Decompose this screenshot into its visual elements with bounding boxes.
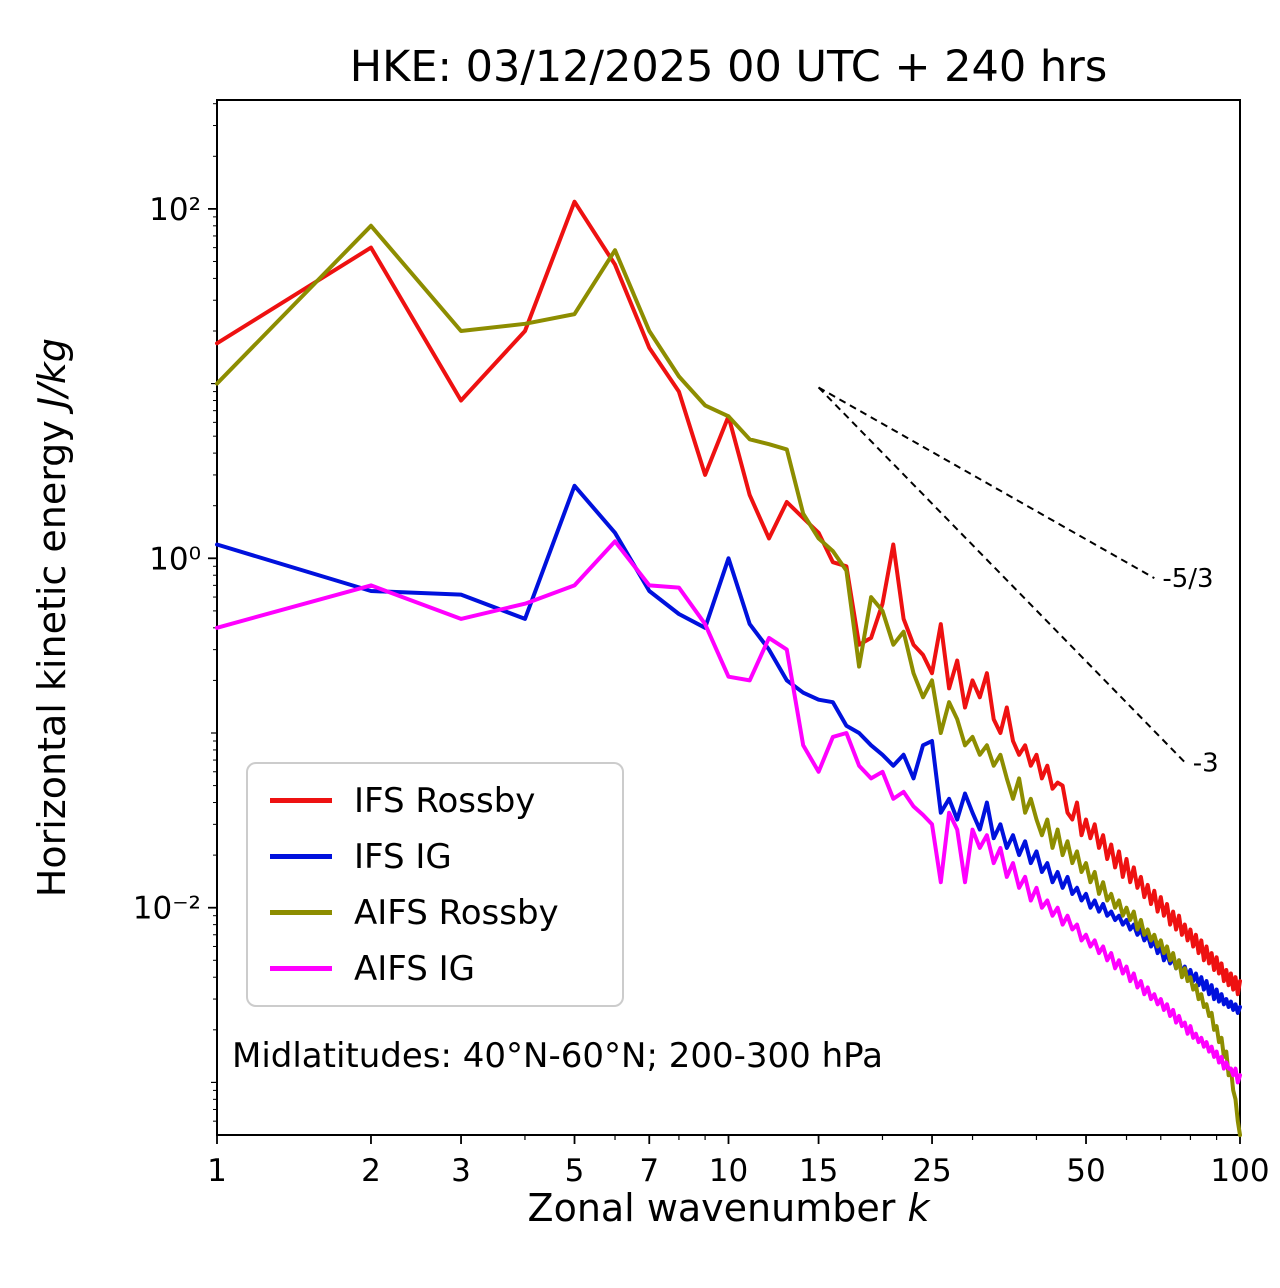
x-tick-label: 3 <box>451 1153 471 1189</box>
legend-item: AIFS IG <box>270 948 600 989</box>
reference-line <box>818 386 1155 579</box>
chart-title: HKE: 03/12/2025 00 UTC + 240 hrs <box>349 42 1108 92</box>
x-tick-label: 5 <box>565 1153 585 1189</box>
legend-label: IFS IG <box>354 836 452 877</box>
legend-line-swatch <box>270 854 332 859</box>
reference-line-label: -3 <box>1193 748 1219 778</box>
legend-line-swatch <box>270 966 332 971</box>
x-axis-label-math: k <box>907 1186 930 1230</box>
x-axis-label-text: Zonal wavenumber <box>527 1186 908 1230</box>
series-ifs-ig <box>215 483 1242 1015</box>
y-tick-label: 10⁻² <box>133 891 201 927</box>
legend-label: IFS Rossby <box>354 780 536 821</box>
y-tick-label: 10² <box>149 192 201 228</box>
legend-line-swatch <box>270 798 332 803</box>
series-aifs-rossby <box>215 223 1242 1137</box>
legend-line-swatch <box>270 910 332 915</box>
reference-line-label: -5/3 <box>1162 564 1213 594</box>
x-tick-label: 50 <box>1066 1153 1105 1189</box>
x-tick-label: 25 <box>912 1153 951 1189</box>
x-tick-label: 10 <box>709 1153 748 1189</box>
annotation: Midlatitudes: 40°N-60°N; 200-300 hPa <box>232 1036 883 1076</box>
legend-item: IFS Rossby <box>270 780 600 821</box>
legend: IFS Rossby IFS IG AIFS Rossby AIFS IG <box>246 762 624 1007</box>
x-tick-label: 7 <box>639 1153 659 1189</box>
legend-item: IFS IG <box>270 836 600 877</box>
series-aifs-ig <box>215 539 1242 1085</box>
y-tick-label: 10⁰ <box>149 541 201 577</box>
x-tick-label: 100 <box>1210 1153 1269 1189</box>
reference-line <box>817 386 1186 763</box>
x-axis-label: Zonal wavenumber k <box>217 1186 1240 1230</box>
legend-item: AIFS Rossby <box>270 892 600 933</box>
legend-label: AIFS Rossby <box>354 892 559 933</box>
plot-border <box>216 99 1241 1136</box>
legend-label: AIFS IG <box>354 948 476 989</box>
x-tick-label: 1 <box>207 1153 227 1189</box>
x-tick-label: 15 <box>799 1153 838 1189</box>
x-tick-label: 2 <box>361 1153 381 1189</box>
